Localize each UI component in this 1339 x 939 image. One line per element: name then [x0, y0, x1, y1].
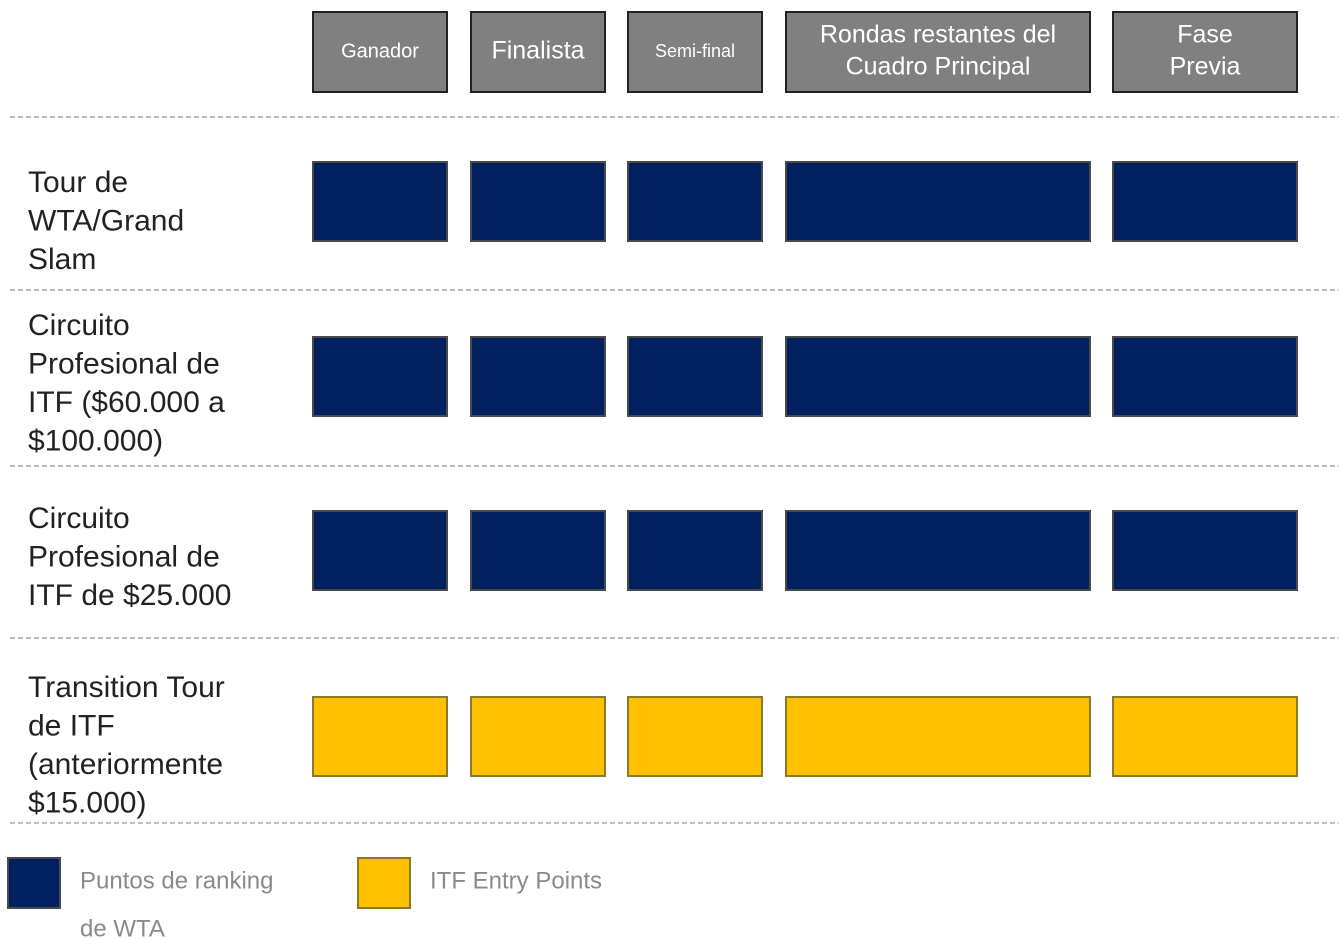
cell [1112, 161, 1298, 242]
cell [627, 510, 763, 591]
cell [627, 161, 763, 242]
row-label: Transition Tour [28, 671, 225, 704]
column-header-text: Ganador [341, 40, 419, 62]
column-header [785, 11, 1091, 93]
row-label: Profesional de [28, 540, 220, 573]
cell [1112, 336, 1298, 417]
column-header-text: Fase [1177, 21, 1233, 49]
row-label: (anteriormente [28, 748, 223, 781]
cell [470, 696, 606, 777]
cell [312, 161, 448, 242]
row-label: de ITF [28, 709, 115, 742]
cell [785, 161, 1091, 242]
cell [785, 510, 1091, 591]
legend-text: de WTA [80, 915, 165, 939]
legend-swatch [7, 857, 61, 909]
legend-swatch [357, 857, 411, 909]
row-label: WTA/Grand [28, 204, 184, 237]
legend-text: ITF Entry Points [430, 867, 602, 894]
row-label: Circuito [28, 502, 130, 535]
legend-text: Puntos de ranking [80, 867, 273, 894]
row-label: Slam [28, 243, 96, 276]
cell [470, 161, 606, 242]
column-header [1112, 11, 1298, 93]
cell [312, 336, 448, 417]
cell [470, 510, 606, 591]
row-label: Circuito [28, 309, 130, 342]
cell [785, 696, 1091, 777]
cell [627, 696, 763, 777]
row-label: ITF de $25.000 [28, 579, 231, 612]
row-label: Profesional de [28, 347, 220, 380]
column-header-text: Finalista [491, 37, 584, 65]
column-header-text: Rondas restantes del [820, 21, 1056, 49]
cell [470, 336, 606, 417]
column-header-text: Semi-final [655, 41, 735, 61]
cell [627, 336, 763, 417]
column-header [312, 11, 448, 93]
cell [785, 336, 1091, 417]
column-header [627, 11, 763, 93]
row-label: ITF ($60.000 a [28, 386, 225, 419]
row-label: $15.000) [28, 786, 146, 819]
cell [1112, 696, 1298, 777]
column-header [470, 11, 606, 93]
row-label: $100.000) [28, 424, 163, 457]
cell [1112, 510, 1298, 591]
column-header-text: Previa [1170, 53, 1241, 81]
cell [312, 696, 448, 777]
row-label: Tour de [28, 166, 128, 199]
column-header-text: Cuadro Principal [846, 53, 1031, 81]
cell [312, 510, 448, 591]
